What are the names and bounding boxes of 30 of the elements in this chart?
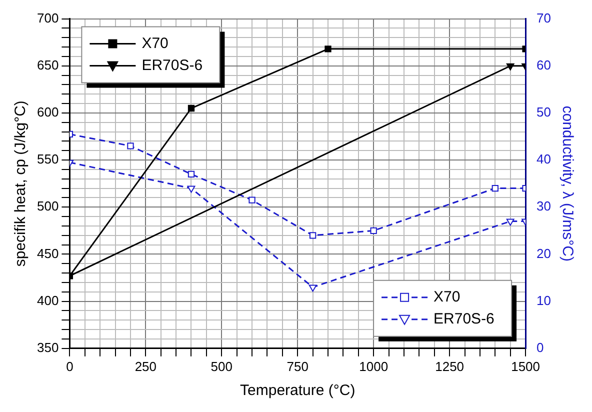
y-tick-label: 550 xyxy=(36,152,59,167)
y2-tick-label: 30 xyxy=(536,198,552,214)
y-tick-label: 650 xyxy=(36,57,59,72)
x-tick-label: 1000 xyxy=(359,358,388,374)
y2-tick-label: 10 xyxy=(536,292,552,308)
x-tick-label: 250 xyxy=(134,358,157,374)
y2-tick-label: 40 xyxy=(536,152,552,167)
legend-label: ER70S-6 xyxy=(142,56,203,74)
legend-label: ER70S-6 xyxy=(434,310,494,328)
y2-tick-label: 60 xyxy=(536,57,552,72)
x-tick-label: 1500 xyxy=(511,358,540,374)
x-axis-title: Temperature (°C) xyxy=(240,382,356,400)
y-tick-label: 600 xyxy=(36,104,59,120)
y-tick-label: 450 xyxy=(36,246,59,261)
y-tick-label: 400 xyxy=(36,292,59,308)
x-tick-label: 750 xyxy=(286,358,308,374)
y2-tick-label: 50 xyxy=(536,104,552,120)
y-axis-title: specifik heat, cp (J/kg°C) xyxy=(12,100,30,267)
y2-tick-label: 20 xyxy=(536,246,552,261)
x-tick-label: 500 xyxy=(210,358,232,374)
y-tick-label: 350 xyxy=(36,340,59,355)
y-tick-label: 500 xyxy=(36,198,59,214)
x-tick-label: 0 xyxy=(66,358,74,374)
legend-label: X70 xyxy=(142,34,168,52)
y2-axis-title: conductivity, λ (J/ms°C) xyxy=(558,106,576,262)
x-tick-label: 1250 xyxy=(435,358,464,374)
y2-tick-label: 70 xyxy=(536,10,552,26)
legend-label: X70 xyxy=(434,288,460,306)
y-tick-label: 700 xyxy=(36,10,59,26)
y2-tick-label: 0 xyxy=(536,340,544,355)
